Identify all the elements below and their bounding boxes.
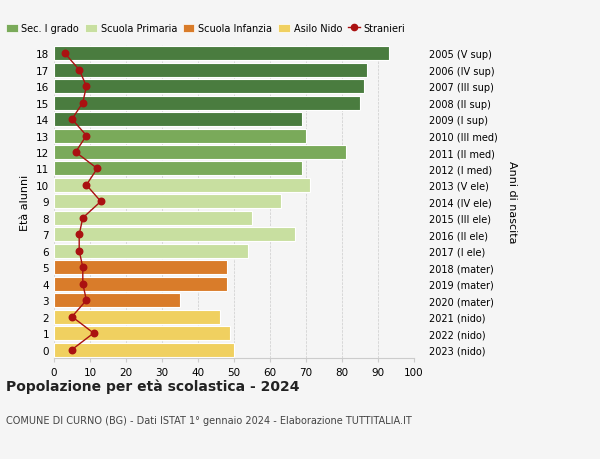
Bar xyxy=(54,80,364,94)
Point xyxy=(78,100,88,107)
Point xyxy=(74,231,84,239)
Point xyxy=(82,297,91,304)
Bar xyxy=(54,343,234,357)
Point xyxy=(82,83,91,90)
Bar xyxy=(54,244,248,258)
Point xyxy=(82,182,91,189)
Point xyxy=(78,280,88,288)
Bar xyxy=(54,195,281,209)
Point xyxy=(71,149,80,157)
Bar xyxy=(54,179,310,192)
Bar xyxy=(54,277,227,291)
Point xyxy=(74,67,84,74)
Bar xyxy=(54,146,346,160)
Y-axis label: Età alunni: Età alunni xyxy=(20,174,31,230)
Y-axis label: Anni di nascita: Anni di nascita xyxy=(507,161,517,243)
Bar xyxy=(54,129,306,143)
Bar xyxy=(54,113,302,127)
Bar xyxy=(54,228,295,242)
Bar xyxy=(54,47,389,61)
Bar xyxy=(54,162,302,176)
Point xyxy=(96,198,106,206)
Point xyxy=(67,116,77,123)
Point xyxy=(60,50,70,58)
Point xyxy=(78,264,88,271)
Point xyxy=(89,330,98,337)
Text: Popolazione per età scolastica - 2024: Popolazione per età scolastica - 2024 xyxy=(6,379,299,393)
Bar xyxy=(54,261,227,274)
Bar xyxy=(54,326,230,341)
Point xyxy=(82,133,91,140)
Bar xyxy=(54,96,360,110)
Bar xyxy=(54,63,367,78)
Point xyxy=(92,165,102,173)
Point xyxy=(67,346,77,353)
Point xyxy=(67,313,77,321)
Point xyxy=(78,215,88,222)
Bar xyxy=(54,212,252,225)
Bar xyxy=(54,294,180,308)
Legend: Sec. II grado, Sec. I grado, Scuola Primaria, Scuola Infanzia, Asilo Nido, Stran: Sec. II grado, Sec. I grado, Scuola Prim… xyxy=(0,20,409,38)
Point xyxy=(74,247,84,255)
Bar xyxy=(54,310,220,324)
Text: COMUNE DI CURNO (BG) - Dati ISTAT 1° gennaio 2024 - Elaborazione TUTTITALIA.IT: COMUNE DI CURNO (BG) - Dati ISTAT 1° gen… xyxy=(6,415,412,425)
